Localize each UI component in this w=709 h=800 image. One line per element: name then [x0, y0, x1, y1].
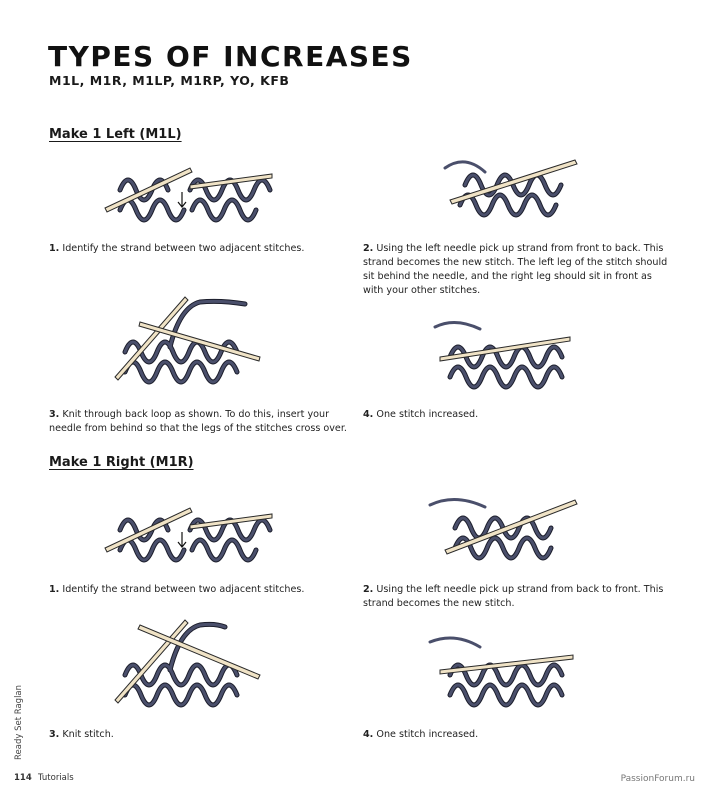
- illustration-m1l-step2: [435, 150, 585, 230]
- illustration-m1r-step2: [425, 490, 585, 570]
- illustration-m1r-step4: [425, 630, 580, 715]
- watermark: PassionForum.ru: [620, 774, 695, 784]
- caption-m1l-step4: 4. One stitch increased.: [363, 409, 479, 420]
- caption-m1l-step1: 1. Identify the strand between two adjac…: [49, 243, 305, 254]
- caption-m1r-step4: 4. One stitch increased.: [363, 729, 479, 740]
- section-heading-m1r: Make 1 Right (M1R): [49, 455, 194, 470]
- caption-m1l-step2: 2. Using the left needle pick up strand …: [363, 243, 668, 296]
- footer-section: Tutorials: [38, 773, 74, 783]
- caption-m1r-step2: 2. Using the left needle pick up strand …: [363, 584, 664, 609]
- illustration-m1r-step3: [110, 615, 270, 715]
- caption-m1r-step1: 1. Identify the strand between two adjac…: [49, 584, 305, 595]
- page-subtitle: M1L, M1R, M1LP, M1RP, YO, KFB: [49, 73, 290, 88]
- illustration-m1l-step3: [110, 292, 270, 392]
- section-heading-m1l: Make 1 Left (M1L): [49, 127, 182, 142]
- caption-m1r-step3: 3. Knit stitch.: [49, 729, 114, 740]
- illustration-m1l-step4: [430, 312, 580, 397]
- illustration-m1l-step1: [100, 150, 280, 235]
- book-title-vertical: Ready Set Raglan: [14, 684, 24, 760]
- illustration-m1r-step1: [100, 490, 280, 575]
- page-title: TYPES OF INCREASES: [48, 40, 413, 73]
- page-number: 114: [14, 773, 32, 783]
- caption-m1l-step3: 3. Knit through back loop as shown. To d…: [49, 409, 347, 434]
